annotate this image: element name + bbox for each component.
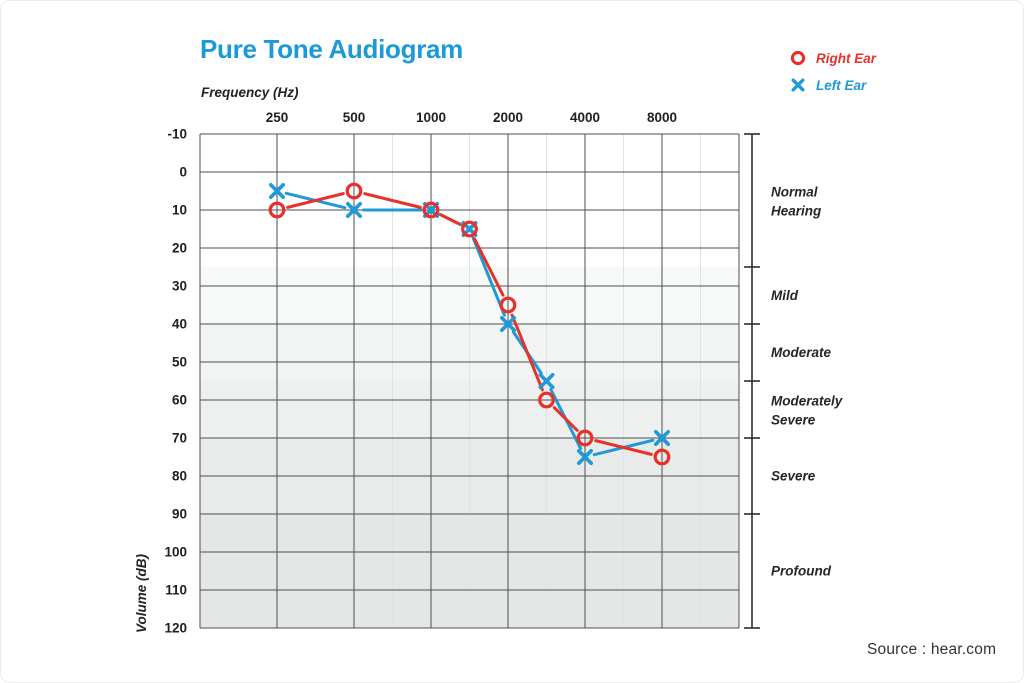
y-tick-label-120: 120: [164, 621, 187, 636]
page-title: Pure Tone Audiogram: [200, 34, 463, 64]
band-label-severe: Severe: [771, 469, 816, 484]
y-tick-label-0: 0: [179, 165, 187, 180]
left-ear-point-8000: [654, 430, 670, 446]
y-tick-label-80: 80: [172, 469, 187, 484]
left-ear-point-250: [269, 183, 285, 199]
left-ear-point-500: [346, 202, 362, 218]
circle-marker-icon: [790, 50, 806, 66]
band-label-moderate: Moderate: [771, 345, 832, 360]
right-ear-point-250: [268, 201, 286, 219]
y-axis-title: Volume (dB): [134, 554, 149, 633]
y-tick-label-90: 90: [172, 507, 187, 522]
legend: Right Ear Left Ear: [789, 48, 876, 102]
right-ear-segment: [510, 313, 544, 392]
y-tick-label-60: 60: [172, 393, 187, 408]
x-tick-label-4000: 4000: [570, 110, 600, 125]
source-attribution: Source : hear.com: [867, 641, 997, 658]
y-tick-label-100: 100: [164, 545, 187, 560]
legend-label-left-ear: Left Ear: [816, 77, 867, 93]
x-tick-label-2000: 2000: [493, 110, 523, 125]
right-ear-point-8000: [653, 448, 671, 466]
y-tick-label--10: -10: [167, 127, 187, 142]
right-ear-point-500: [345, 182, 363, 200]
right-ear-segment: [439, 213, 462, 226]
right-ear-point-1500: [461, 220, 478, 238]
x-tick-label-8000: 8000: [647, 110, 677, 125]
legend-label-right-ear: Right Ear: [816, 50, 877, 66]
band-label-moderately-severe: Severe: [771, 413, 816, 428]
y-tick-label-20: 20: [172, 241, 187, 256]
right-ear-segment: [594, 439, 653, 456]
right-ear-segment: [472, 237, 505, 297]
band-label-profound: Profound: [771, 564, 832, 579]
y-tick-label-50: 50: [172, 355, 187, 370]
left-ear-point-4000: [577, 449, 593, 465]
band-label-normal-hearing: Hearing: [771, 204, 822, 219]
x-tick-label-1000: 1000: [416, 110, 446, 125]
right-ear-point-2000: [499, 296, 517, 314]
right-ear-point-4000: [576, 429, 594, 447]
y-tick-label-110: 110: [165, 583, 187, 598]
right-ear-segment: [552, 406, 579, 432]
left-ear-point-2000: [500, 316, 516, 332]
x-tick-label-250: 250: [266, 110, 289, 125]
right-ear-point-3000: [538, 391, 555, 409]
band-label-moderately-severe: Moderately: [771, 394, 844, 409]
y-tick-label-10: 10: [172, 203, 187, 218]
y-tick-label-40: 40: [172, 317, 187, 332]
band-label-mild: Mild: [771, 288, 799, 303]
right-ear-segment: [363, 192, 422, 209]
y-tick-label-30: 30: [172, 279, 187, 294]
x-marker-icon: [791, 78, 805, 92]
legend-item-right-ear: Right Ear: [789, 48, 876, 68]
right-ear-segment: [286, 192, 345, 209]
legend-item-left-ear: Left Ear: [789, 75, 876, 95]
right-ear-point-1000: [422, 201, 440, 219]
band-label-normal-hearing: Normal: [771, 185, 818, 200]
left-ear-point-3000: [538, 373, 555, 389]
x-axis-title: Frequency (Hz): [201, 85, 299, 100]
y-tick-label-70: 70: [172, 431, 187, 446]
left-ear-segment: [471, 236, 506, 317]
x-tick-label-500: 500: [343, 110, 366, 125]
